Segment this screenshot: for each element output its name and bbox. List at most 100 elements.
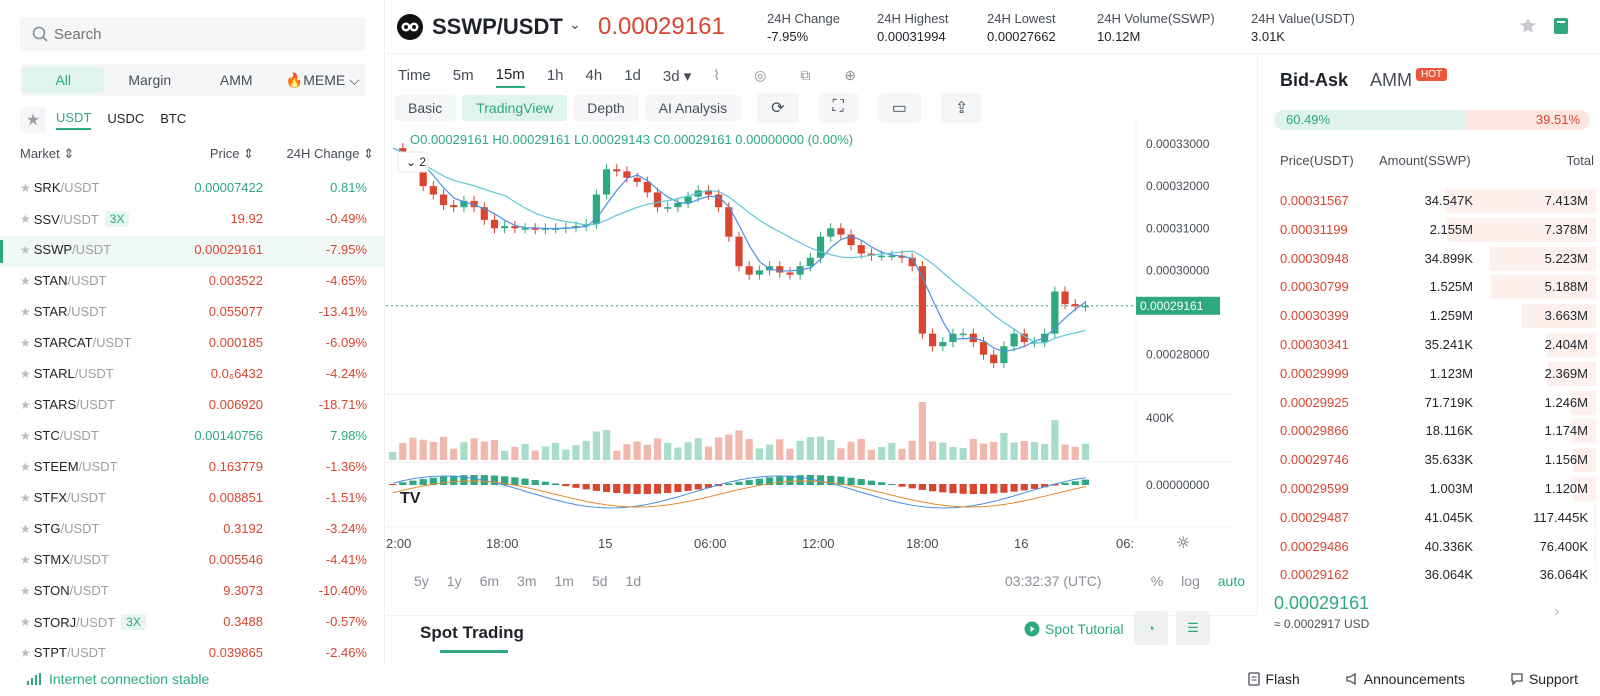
favorites-star-icon[interactable]: ★ <box>20 107 46 133</box>
star-icon[interactable]: ★ <box>20 273 31 288</box>
spot-tutorial-link[interactable]: Spot Tutorial <box>1024 621 1124 637</box>
sort-price[interactable]: Price ⇕ <box>209 146 254 161</box>
tf-3d[interactable]: 3d ▾ <box>662 67 692 85</box>
ask-row[interactable]: 0.00029599 1.003M 1.120M <box>1259 474 1600 503</box>
market-row[interactable]: ★ STPT/USDT 0.039865 -2.46% <box>0 639 384 670</box>
market-row[interactable]: ★ STMX/USDT 0.005546 -4.41% <box>0 546 384 577</box>
range-1m[interactable]: 1m <box>554 573 574 589</box>
view-ai-analysis[interactable]: AI Analysis <box>644 95 742 121</box>
star-icon[interactable]: ★ <box>20 397 31 412</box>
tf-1d[interactable]: 1d <box>624 67 641 84</box>
announcements-link[interactable]: Announcements <box>1345 671 1465 687</box>
star-icon[interactable]: ★ <box>20 490 31 505</box>
market-row[interactable]: ★ STARL/USDT 0.0₆6432 -4.24% <box>0 360 384 391</box>
star-icon[interactable]: ★ <box>20 428 31 443</box>
tab-bid-ask[interactable]: Bid-Ask <box>1280 70 1349 90</box>
spot-title[interactable]: Spot Trading <box>420 623 524 642</box>
ask-row[interactable]: 0.00029999 1.123M 2.369M <box>1259 359 1600 388</box>
star-icon[interactable]: ★ <box>20 552 31 567</box>
fullscreen-icon[interactable]: ⛶ <box>818 93 858 123</box>
add-indicator-icon[interactable]: ⊕ <box>844 67 857 83</box>
range-1y[interactable]: 1y <box>446 573 462 589</box>
tf-15m[interactable]: 15m <box>495 66 525 88</box>
market-row[interactable]: ★ STFX/USDT 0.008851 -1.51% <box>0 484 384 515</box>
range-6m[interactable]: 6m <box>479 573 500 589</box>
quote-tab-btc[interactable]: BTC <box>160 111 187 126</box>
search-input[interactable] <box>54 25 344 43</box>
clock-chart-icon[interactable]: ◔ <box>1134 611 1168 645</box>
share-icon[interactable]: ⇪ <box>940 93 983 123</box>
star-icon[interactable]: ★ <box>20 242 31 257</box>
star-icon[interactable]: ★ <box>20 366 31 381</box>
view-tradingview[interactable]: TradingView <box>462 95 568 121</box>
ask-row[interactable]: 0.00030341 35.241K 2.404M <box>1259 330 1600 359</box>
category-tab-meme[interactable]: 🔥MEME ⌵ <box>285 72 360 88</box>
ask-row[interactable]: 0.00029487 41.045K 117.445K <box>1259 503 1600 532</box>
market-row[interactable]: ★ STAR/USDT 0.055077 -13.41% <box>0 298 384 329</box>
ask-row[interactable]: 0.00029866 18.116K 1.174M <box>1259 416 1600 445</box>
chevron-down-icon[interactable]: ⌄ <box>569 16 581 32</box>
ask-row[interactable]: 0.00030799 1.525M 5.188M <box>1259 272 1600 301</box>
scale-auto[interactable]: auto <box>1217 573 1245 589</box>
ask-row[interactable]: 0.00029486 40.336K 76.400K <box>1259 532 1600 561</box>
ask-row[interactable]: 0.00031199 2.155M 7.378M <box>1259 215 1600 244</box>
search-box[interactable] <box>20 17 366 51</box>
range-1d[interactable]: 1d <box>625 573 642 589</box>
market-row[interactable]: ★ SSV/USDT 3X 19.92 -0.49% <box>0 205 384 236</box>
star-icon[interactable]: ★ <box>20 521 31 536</box>
market-row[interactable]: ★ SRK/USDT 0.00007422 0.81% <box>0 174 384 205</box>
market-row[interactable]: ★ STARCAT/USDT 0.000185 -6.09% <box>0 329 384 360</box>
quote-tab-usdc[interactable]: USDC <box>107 111 145 126</box>
range-5d[interactable]: 5d <box>591 573 608 589</box>
indicator-icon[interactable]: ◎ <box>754 67 767 83</box>
range-3m[interactable]: 3m <box>517 573 537 589</box>
market-row[interactable]: ★ STORJ/USDT 3X 0.3488 -0.57% <box>0 608 384 639</box>
candle-settings-icon[interactable]: ⧉ <box>800 67 811 83</box>
view-depth[interactable]: Depth <box>573 95 639 121</box>
sort-market[interactable]: Market ⇕ <box>20 146 75 161</box>
view-basic[interactable]: Basic <box>394 95 457 121</box>
range-5y[interactable]: 5y <box>414 573 429 589</box>
star-icon[interactable]: ★ <box>20 583 31 598</box>
price-chart[interactable]: 0.00033000 0.00032000 0.00031000 0.00030000… <box>386 120 1257 560</box>
star-icon[interactable]: ★ <box>20 180 31 195</box>
market-row[interactable]: ★ STC/USDT 0.00140756 7.98% <box>0 422 384 453</box>
ask-row[interactable]: 0.00030948 34.899K 5.223M <box>1259 244 1600 273</box>
category-tab-all[interactable]: All <box>23 67 104 93</box>
tf-4h[interactable]: 4h <box>585 67 603 84</box>
star-icon[interactable]: ★ <box>20 645 31 660</box>
pair-name[interactable]: SSWP/USDT <box>432 14 563 39</box>
market-row[interactable]: ★ STARS/USDT 0.006920 -18.71% <box>0 391 384 422</box>
sort-change[interactable]: 24H Change ⇕ <box>286 146 374 161</box>
ask-row[interactable]: 0.00029162 36.064K 36.064K <box>1259 560 1600 589</box>
star-icon[interactable]: ★ <box>20 304 31 319</box>
category-tab-margin[interactable]: Margin <box>128 72 172 88</box>
tf-time[interactable]: Time <box>398 67 431 84</box>
scale-percent[interactable]: % <box>1150 573 1164 589</box>
category-tab-amm[interactable]: AMM <box>219 72 253 88</box>
favorite-star-icon[interactable] <box>1518 16 1538 36</box>
ask-row[interactable]: 0.00029925 71.719K 1.246M <box>1259 388 1600 417</box>
layout-icon[interactable]: ▭ <box>877 93 921 123</box>
star-icon[interactable]: ★ <box>20 615 31 629</box>
ask-row[interactable]: 0.00031567 34.547K 7.413M <box>1259 186 1600 215</box>
tf-5m[interactable]: 5m <box>452 67 474 84</box>
quote-tab-usdt[interactable]: USDT <box>56 110 92 130</box>
market-row[interactable]: ★ STEEM/USDT 0.163779 -1.36% <box>0 453 384 484</box>
tf-1h[interactable]: 1h <box>546 67 564 84</box>
scale-log[interactable]: log <box>1181 573 1200 589</box>
settings-sliders-icon[interactable]: ☰ <box>1176 611 1210 645</box>
star-icon[interactable]: ★ <box>20 459 31 474</box>
tab-amm[interactable]: AMM <box>1370 70 1413 90</box>
star-icon[interactable]: ★ <box>20 212 31 226</box>
market-row[interactable]: ★ SSWP/USDT 0.00029161 -7.95% <box>0 236 384 267</box>
star-icon[interactable]: ★ <box>20 335 31 350</box>
market-row[interactable]: ★ STAN/USDT 0.003522 -4.65% <box>0 267 384 298</box>
flash-link[interactable]: Flash <box>1247 671 1300 687</box>
chevron-right-icon[interactable]: › <box>1554 603 1560 620</box>
refresh-icon[interactable]: ⟳ <box>757 93 799 123</box>
ask-row[interactable]: 0.00030399 1.259M 3.663M <box>1259 301 1600 330</box>
market-row[interactable]: ★ STG/USDT 0.3192 -3.24% <box>0 515 384 546</box>
support-link[interactable]: Support <box>1510 671 1578 687</box>
chart-type-icon[interactable]: ⌇ <box>713 67 721 83</box>
